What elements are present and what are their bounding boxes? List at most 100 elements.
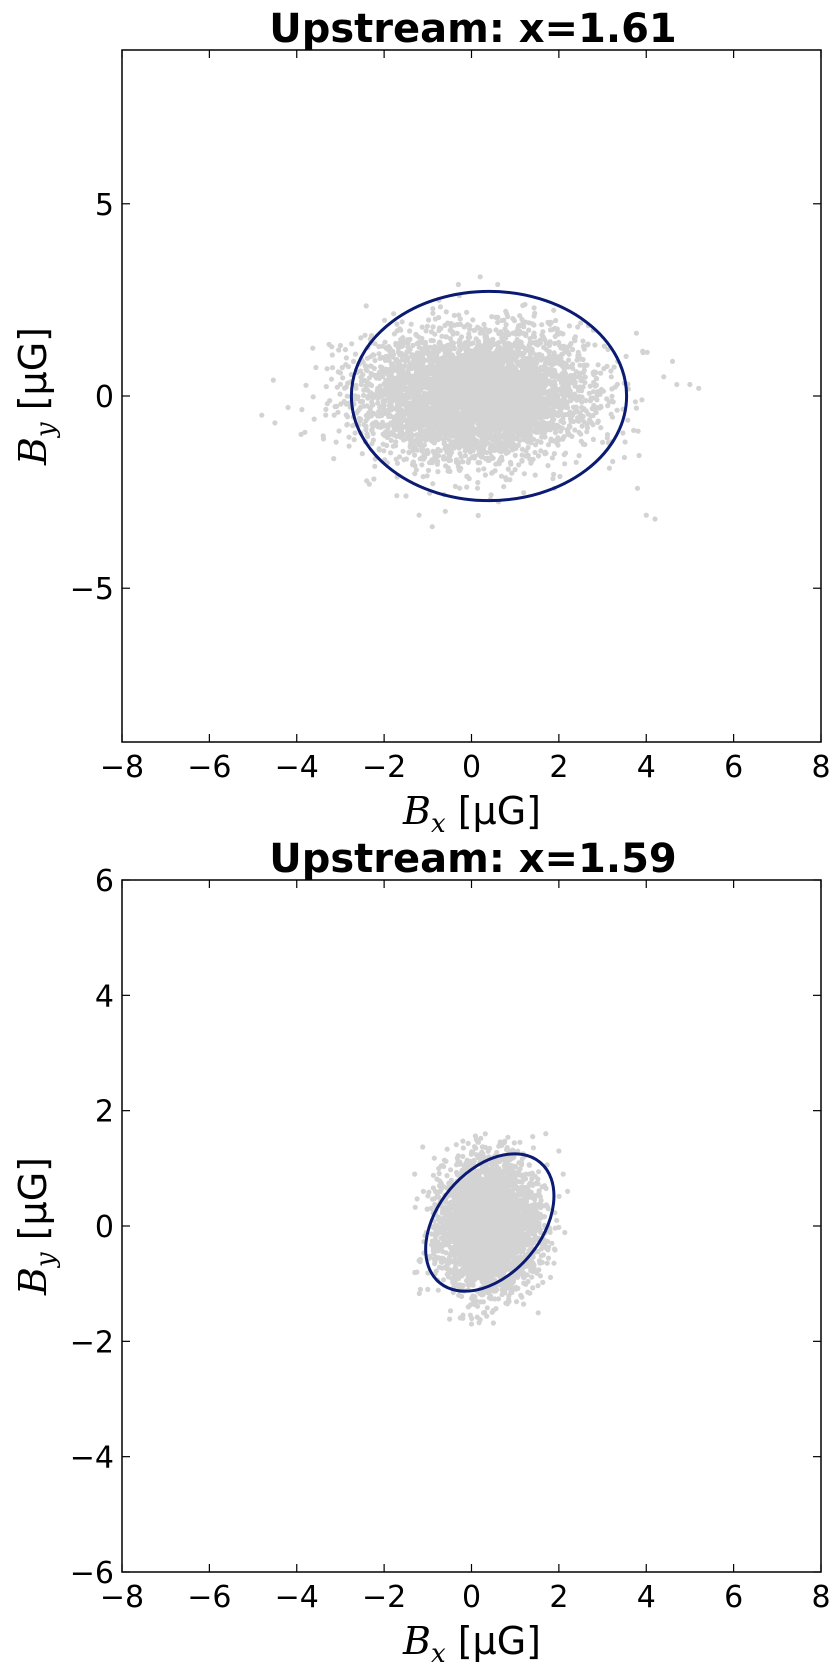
scatter-point	[329, 352, 335, 358]
scatter-point	[410, 360, 416, 366]
scatter-point	[533, 354, 539, 360]
scatter-point	[498, 355, 504, 361]
scatter-point	[418, 422, 424, 428]
scatter-point	[473, 443, 479, 449]
scatter-point	[431, 419, 437, 425]
scatter-point	[551, 367, 558, 373]
scatter-point	[345, 364, 351, 370]
scatter-point	[609, 393, 615, 399]
scatter-point	[512, 452, 518, 458]
scatter-point	[551, 422, 557, 428]
scatter-point	[464, 473, 470, 479]
scatter-point	[376, 447, 382, 453]
scatter-point	[611, 364, 617, 370]
scatter-point	[428, 329, 435, 335]
scatter-point	[514, 402, 520, 408]
scatter-point	[371, 410, 377, 416]
plot-area	[259, 274, 702, 530]
scatter-point	[439, 343, 445, 349]
scatter-point	[422, 339, 428, 346]
scatter-point	[553, 426, 559, 432]
scatter-point	[442, 408, 448, 414]
scatter-point	[604, 396, 610, 402]
scatter-point	[598, 370, 604, 376]
scatter-point	[500, 421, 506, 427]
scatter-point	[408, 321, 414, 327]
scatter-point	[416, 344, 422, 350]
scatter-point	[420, 446, 426, 452]
scatter-point	[512, 376, 518, 382]
scatter-panel-upstream-1: Upstream: x=1.61 −8 −6 −4 −2 0 2 4 6 8−505 Bx [μ…	[11, 6, 831, 839]
scatter-point	[366, 410, 372, 416]
scatter-point	[522, 402, 528, 408]
scatter-point	[535, 453, 542, 459]
scatter-point	[547, 371, 553, 378]
scatter-point	[475, 479, 481, 486]
scatter-point	[542, 337, 548, 343]
scatter-point	[371, 476, 377, 482]
scatter-point	[576, 393, 582, 400]
scatter-point	[481, 466, 487, 472]
scatter-point	[521, 367, 527, 373]
scatter-point	[382, 339, 388, 345]
scatter-point	[303, 382, 309, 388]
scatter-point	[538, 439, 544, 445]
scatter-point	[434, 461, 440, 467]
scatter-point	[443, 309, 449, 315]
scatter-point	[543, 407, 549, 413]
scatter-point	[457, 485, 463, 491]
scatter-point	[337, 391, 343, 397]
scatter-point	[435, 391, 441, 397]
scatter-point	[457, 442, 463, 448]
scatter-point	[320, 433, 326, 439]
scatter-point	[424, 323, 430, 329]
scatter-point	[358, 335, 364, 341]
scatter-point	[424, 473, 430, 479]
scatter-point	[636, 452, 642, 459]
scatter-point	[473, 336, 479, 342]
scatter-point	[388, 437, 394, 443]
scatter-point	[386, 422, 392, 428]
scatter-point	[538, 448, 544, 454]
scatter-point	[336, 347, 342, 353]
scatter-point	[495, 319, 501, 325]
scatter-point	[531, 305, 537, 311]
scatter-point	[389, 351, 396, 357]
scatter-point	[557, 330, 563, 336]
scatter-point	[410, 380, 416, 386]
scatter-point	[487, 343, 493, 349]
scatter-point	[464, 484, 470, 490]
scatter-point	[384, 434, 390, 440]
scatter-point	[528, 435, 535, 442]
scatter-point	[504, 369, 510, 375]
scatter-point	[468, 367, 474, 373]
scatter-point	[482, 396, 488, 402]
scatter-point	[481, 330, 487, 336]
scatter-point	[546, 349, 553, 355]
scatter-point	[490, 399, 497, 406]
scatter-point	[459, 384, 465, 390]
scatter-point	[583, 397, 589, 404]
scatter-point	[442, 403, 448, 409]
scatter-point	[343, 412, 349, 418]
scatter-point	[424, 365, 430, 371]
scatter-point	[464, 408, 470, 414]
scatter-point	[414, 436, 420, 442]
scatter-point	[525, 419, 532, 425]
scatter-point	[524, 359, 530, 365]
scatter-point	[521, 350, 527, 356]
scatter-point	[412, 452, 418, 458]
scatter-point	[606, 465, 613, 471]
scatter-point	[517, 362, 524, 368]
scatter-point	[475, 432, 481, 438]
scatter-point	[415, 386, 421, 392]
scatter-point	[512, 341, 518, 347]
scatter-point	[523, 414, 530, 420]
scatter-point	[518, 394, 525, 401]
scatter-point	[566, 323, 573, 329]
scatter-point	[399, 379, 405, 385]
scatter-point	[465, 377, 471, 383]
scatter-point	[439, 418, 445, 424]
scatter-point	[528, 363, 534, 369]
